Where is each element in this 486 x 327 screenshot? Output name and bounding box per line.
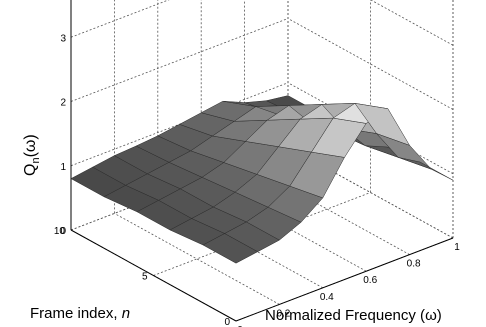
wall-gridline (70, 0, 170, 38)
y-axis-label: Frame index, n (30, 305, 130, 322)
z-axis-label: Qn(ω) (22, 134, 42, 176)
z-tick-label: 3 (60, 33, 66, 44)
x-tick-label: 0 (237, 325, 243, 327)
wall-gridline (287, 82, 454, 175)
x-tick-label: 0.4 (320, 292, 334, 303)
x-tick-label: 0.8 (407, 259, 421, 270)
x-tick-label: 0.6 (363, 275, 377, 286)
y-tick-label: 10 (54, 226, 66, 237)
y-axis-line (70, 229, 237, 322)
y-tick-label: 5 (142, 272, 148, 283)
wall-gridline (287, 18, 454, 110)
floor-gridline (114, 213, 280, 305)
x-tick-label: 1 (454, 242, 460, 253)
tick-labels: 00.20.40.60.81051001234 (54, 33, 460, 327)
x-tick-label: 0.2 (276, 308, 290, 319)
surface-mesh (70, 95, 454, 264)
x-axis-line (235, 237, 454, 322)
z-tick-label: 0 (60, 226, 66, 237)
x-axis-label: Normalized Frequency (ω) (265, 307, 442, 324)
surface-patch (398, 157, 454, 181)
z-tick-label: 1 (60, 162, 66, 173)
y-tick-label: 0 (224, 317, 230, 327)
z-tick-label: 2 (60, 98, 66, 109)
wall-gridline (70, 18, 289, 102)
